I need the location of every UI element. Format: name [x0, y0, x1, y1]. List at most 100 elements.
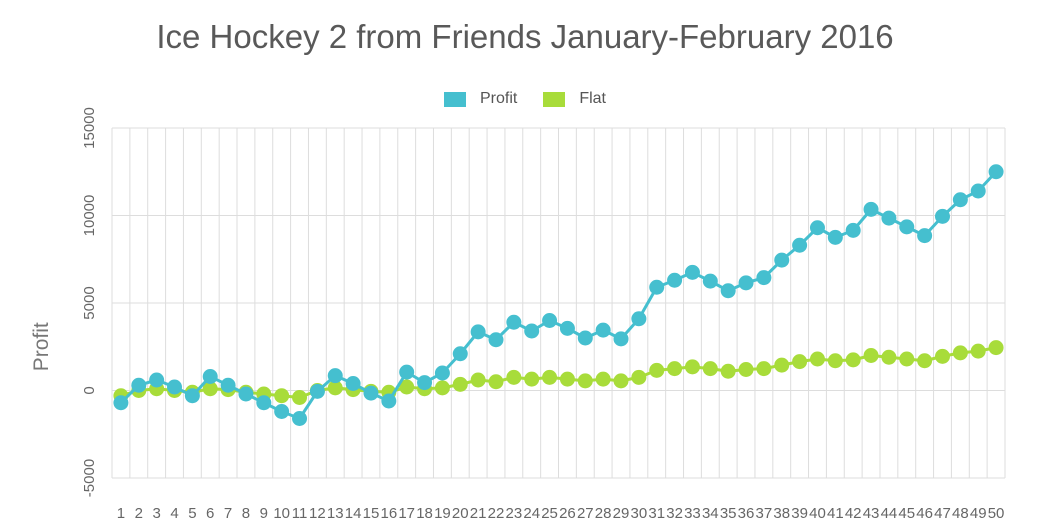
data-point-profit	[827, 229, 843, 245]
x-tick-label: 37	[756, 505, 773, 522]
data-point-flat	[934, 348, 950, 364]
data-point-profit	[292, 411, 308, 426]
x-tick-label: 19	[434, 505, 451, 522]
x-tick-label: 20	[452, 505, 469, 522]
data-point-profit	[345, 376, 361, 391]
x-tick-label: 33	[684, 505, 701, 522]
x-tick-label: 7	[224, 505, 232, 522]
legend-item-flat[interactable]: Flat	[543, 90, 606, 108]
data-point-flat	[274, 388, 290, 404]
y-tick-label: 0	[81, 386, 98, 394]
x-tick-label: 40	[809, 505, 826, 522]
x-tick-label: 24	[523, 505, 540, 522]
x-tick-label: 36	[738, 505, 755, 522]
data-point-profit	[970, 183, 986, 199]
data-point-profit	[559, 320, 575, 336]
legend-label-flat: Flat	[579, 90, 606, 107]
x-tick-label: 49	[970, 505, 987, 522]
data-point-profit	[238, 386, 254, 402]
data-point-profit	[167, 379, 183, 395]
x-tick-label: 27	[577, 505, 594, 522]
x-tick-label: 18	[416, 505, 433, 522]
data-point-profit	[399, 364, 415, 380]
x-tick-label: 41	[827, 505, 844, 522]
data-point-flat	[863, 348, 879, 363]
data-point-flat	[434, 380, 450, 396]
x-tick-label: 15	[363, 505, 380, 522]
x-tick-label: 22	[488, 505, 505, 522]
data-point-flat	[774, 357, 790, 373]
x-tick-label: 25	[541, 505, 558, 522]
data-point-flat	[702, 361, 718, 377]
data-point-flat	[595, 371, 611, 387]
data-point-profit	[774, 252, 790, 268]
data-point-profit	[577, 330, 593, 346]
data-point-flat	[667, 361, 683, 377]
y-axis-label: Profit	[30, 322, 53, 371]
data-point-flat	[649, 362, 665, 378]
data-point-profit	[988, 164, 1004, 180]
data-point-flat	[809, 351, 825, 367]
data-point-flat	[827, 353, 843, 369]
data-point-profit	[702, 273, 718, 289]
x-tick-label: 26	[559, 505, 576, 522]
data-point-profit	[899, 219, 915, 235]
x-tick-label: 17	[398, 505, 415, 522]
data-point-flat	[542, 369, 558, 385]
data-point-flat	[524, 371, 540, 387]
data-point-flat	[577, 373, 593, 389]
data-point-flat	[631, 369, 647, 385]
chart-title: Ice Hockey 2 from Friends January-Februa…	[156, 18, 894, 55]
x-tick-label: 6	[206, 505, 214, 522]
data-point-flat	[720, 363, 736, 379]
y-tick-label: 10000	[81, 195, 98, 237]
data-point-profit	[917, 228, 933, 244]
legend-swatch-profit	[443, 91, 466, 107]
data-point-profit	[488, 332, 504, 348]
data-point-profit	[470, 324, 486, 340]
x-tick-label: 11	[292, 505, 308, 522]
x-tick-label: 39	[791, 505, 808, 522]
data-point-profit	[327, 368, 343, 384]
x-tick-label: 44	[881, 505, 898, 522]
x-tick-label: 35	[720, 505, 737, 522]
legend-item-profit[interactable]: Profit	[443, 90, 517, 108]
data-point-profit	[274, 404, 290, 419]
x-tick-label: 1	[117, 505, 125, 522]
y-tick-label: 5000	[81, 286, 98, 319]
x-tick-label: 10	[273, 505, 290, 522]
x-tick-label: 13	[327, 505, 344, 522]
x-tick-label: 30	[631, 505, 648, 522]
x-tick-label: 8	[242, 505, 250, 522]
data-point-profit	[738, 275, 754, 291]
data-point-flat	[756, 361, 772, 377]
data-point-profit	[952, 192, 968, 208]
x-tick-label: 46	[916, 505, 933, 522]
x-tick-label: 9	[260, 505, 268, 522]
x-tick-label: 23	[506, 505, 523, 522]
data-point-profit	[934, 208, 950, 224]
x-tick-label: 14	[345, 505, 362, 522]
data-point-flat	[506, 369, 522, 385]
data-point-flat	[399, 379, 415, 395]
data-point-flat	[202, 381, 218, 397]
data-point-profit	[631, 311, 647, 327]
x-tick-label: 42	[845, 505, 862, 522]
data-point-profit	[595, 322, 611, 338]
data-point-profit	[184, 388, 200, 404]
x-tick-label: 48	[952, 505, 969, 522]
data-point-profit	[667, 272, 683, 288]
data-point-flat	[899, 351, 915, 367]
x-tick-label: 5	[188, 505, 196, 522]
legend-swatch-flat	[543, 91, 566, 107]
data-point-profit	[131, 377, 147, 393]
data-point-profit	[220, 377, 236, 393]
data-point-profit	[649, 279, 665, 295]
x-tick-label: 45	[898, 505, 915, 522]
x-tick-label: 2	[135, 505, 143, 522]
data-point-flat	[952, 345, 968, 361]
data-point-profit	[506, 314, 522, 330]
data-point-flat	[488, 374, 504, 390]
y-tick-label: 15000	[81, 107, 98, 149]
x-tick-label: 21	[470, 505, 487, 522]
